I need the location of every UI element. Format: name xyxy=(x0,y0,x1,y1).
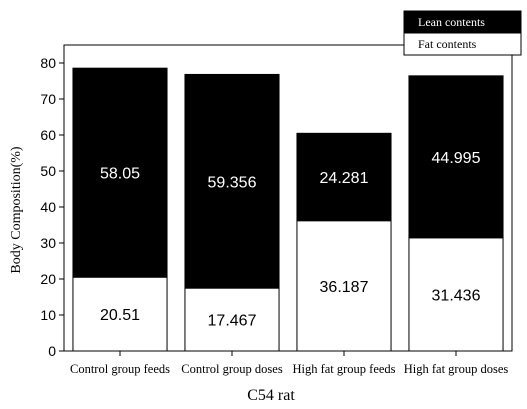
x-tick-label: High fat group doses xyxy=(404,362,509,376)
data-label: 17.467 xyxy=(208,313,257,330)
plot-area: 20.51 58.05 17.467 59.356 36.187 24.281 31.436… xyxy=(63,44,513,352)
bar-segment xyxy=(72,67,168,278)
legend-label: Fat contents xyxy=(418,37,477,51)
y-tick-label: 0 xyxy=(48,343,56,359)
y-tick-label: 50 xyxy=(40,163,56,179)
legend-label: Lean contents xyxy=(418,15,485,29)
y-tick-label: 40 xyxy=(40,199,56,215)
y-tick-label: 30 xyxy=(40,235,56,251)
legend: Lean contents Fat contents xyxy=(403,10,522,56)
data-label: 24.281 xyxy=(320,170,369,187)
x-tick-label: High fat group feeds xyxy=(292,362,395,376)
data-label: 58.05 xyxy=(100,166,140,183)
data-label: 44.995 xyxy=(432,150,481,167)
bar-segment xyxy=(184,73,280,289)
data-label: 31.436 xyxy=(432,287,481,304)
plot-frame xyxy=(63,44,513,352)
y-tick-label: 20 xyxy=(40,271,56,287)
x-axis-label: C54 rat xyxy=(247,387,295,404)
x-tick-label: Control group doses xyxy=(181,362,283,376)
bar-segment xyxy=(296,132,392,222)
y-tick-label: 60 xyxy=(40,127,56,143)
legend-swatch xyxy=(403,32,522,56)
x-axis: Control group feeds Control group doses Hi… xyxy=(70,351,508,376)
data-label: 36.187 xyxy=(320,279,369,296)
y-axis-label: Body Composition(%) xyxy=(9,146,24,274)
y-tick-label: 80 xyxy=(40,55,56,71)
bar-segment xyxy=(408,75,504,239)
y-tick-label: 70 xyxy=(40,91,56,107)
bar-segment xyxy=(408,237,504,352)
x-tick-label: Control group feeds xyxy=(70,362,170,376)
data-label: 59.356 xyxy=(208,174,257,191)
y-axis: 0 10 20 30 40 50 60 70 80 xyxy=(40,55,64,359)
y-tick-label: 10 xyxy=(40,307,56,323)
data-label: 20.51 xyxy=(100,307,140,324)
